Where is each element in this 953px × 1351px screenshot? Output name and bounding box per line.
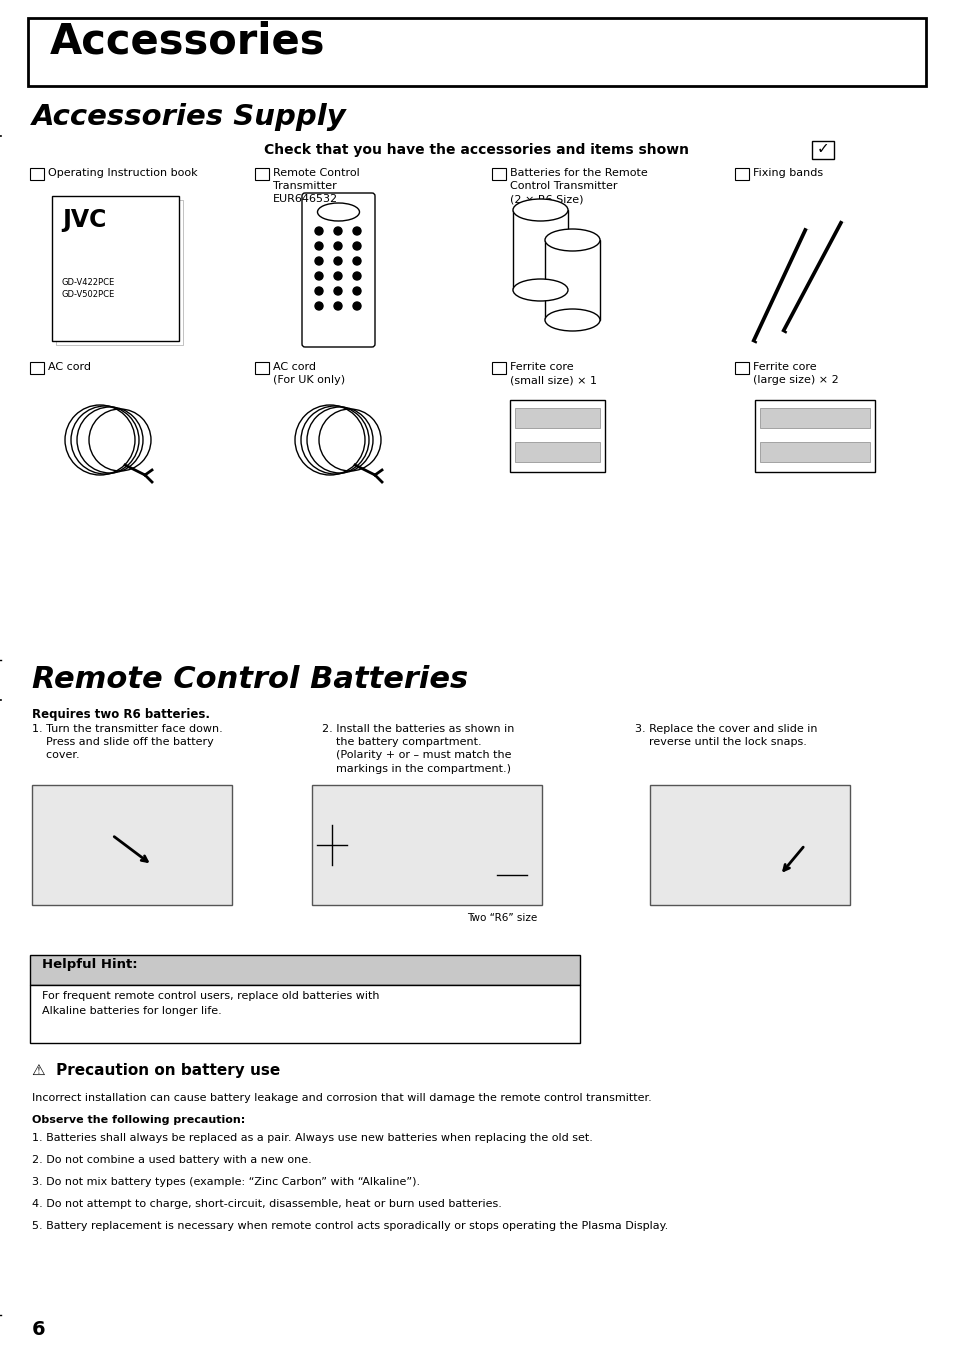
- Text: ✓: ✓: [816, 141, 828, 155]
- FancyBboxPatch shape: [302, 193, 375, 347]
- Text: Remote Control
Transmitter
EUR646532: Remote Control Transmitter EUR646532: [273, 168, 359, 204]
- Bar: [52, 196, 179, 340]
- Circle shape: [314, 257, 323, 265]
- Bar: [515, 408, 599, 428]
- Text: Two “R6” size: Two “R6” size: [467, 913, 537, 923]
- Text: Remote Control Batteries: Remote Control Batteries: [32, 665, 468, 694]
- Text: 1. Turn the transmitter face down.
    Press and slide off the battery
    cover: 1. Turn the transmitter face down. Press…: [32, 724, 222, 761]
- Bar: [30, 985, 579, 1043]
- Bar: [510, 400, 604, 471]
- Text: Batteries for the Remote
Control Transmitter
(2 × R6 Size): Batteries for the Remote Control Transmi…: [510, 168, 647, 204]
- Text: 3. Do not mix battery types (example: “Zinc Carbon” with “Alkaline”).: 3. Do not mix battery types (example: “Z…: [32, 1177, 419, 1188]
- Circle shape: [314, 227, 323, 235]
- Bar: [492, 362, 505, 374]
- Text: Observe the following precaution:: Observe the following precaution:: [32, 1115, 245, 1125]
- Circle shape: [314, 242, 323, 250]
- Text: JVC: JVC: [62, 208, 107, 232]
- Circle shape: [353, 257, 360, 265]
- Bar: [492, 168, 505, 180]
- Bar: [32, 785, 232, 905]
- Text: Helpful Hint:: Helpful Hint:: [42, 958, 137, 971]
- Bar: [254, 168, 269, 180]
- Bar: [30, 955, 579, 985]
- Ellipse shape: [513, 280, 567, 301]
- Text: Accessories: Accessories: [50, 22, 325, 63]
- Circle shape: [334, 286, 341, 295]
- Bar: [515, 442, 599, 462]
- Text: Requires two R6 batteries.: Requires two R6 batteries.: [32, 708, 210, 721]
- Bar: [734, 168, 748, 180]
- Bar: [30, 362, 44, 374]
- Text: 2. Install the batteries as shown in
    the battery compartment.
    (Polarity : 2. Install the batteries as shown in the…: [322, 724, 514, 774]
- Text: 4. Do not attempt to charge, short-circuit, disassemble, heat or burn used batte: 4. Do not attempt to charge, short-circu…: [32, 1198, 501, 1209]
- Text: Fixing bands: Fixing bands: [752, 168, 822, 178]
- Bar: [811, 141, 833, 159]
- Text: Operating Instruction book: Operating Instruction book: [48, 168, 197, 178]
- Circle shape: [353, 242, 360, 250]
- Text: 5. Battery replacement is necessary when remote control acts sporadically or sto: 5. Battery replacement is necessary when…: [32, 1221, 667, 1231]
- Ellipse shape: [544, 309, 599, 331]
- Circle shape: [353, 227, 360, 235]
- Bar: [312, 785, 541, 905]
- Bar: [754, 400, 874, 471]
- Circle shape: [334, 272, 341, 280]
- Text: Accessories Supply: Accessories Supply: [32, 103, 346, 131]
- Text: 3. Replace the cover and slide in
    reverse until the lock snaps.: 3. Replace the cover and slide in revers…: [635, 724, 817, 747]
- Circle shape: [353, 303, 360, 309]
- Text: Ferrite core
(large size) × 2: Ferrite core (large size) × 2: [752, 362, 838, 385]
- Text: Incorrect installation can cause battery leakage and corrosion that will damage : Incorrect installation can cause battery…: [32, 1093, 651, 1102]
- Text: ⚠  Precaution on battery use: ⚠ Precaution on battery use: [32, 1063, 280, 1078]
- Bar: [513, 209, 567, 290]
- Text: 1. Batteries shall always be replaced as a pair. Always use new batteries when r: 1. Batteries shall always be replaced as…: [32, 1133, 592, 1143]
- Bar: [56, 200, 183, 345]
- Bar: [30, 168, 44, 180]
- Bar: [649, 785, 849, 905]
- Bar: [760, 442, 869, 462]
- Text: 6: 6: [32, 1320, 46, 1339]
- Text: AC cord
(For UK only): AC cord (For UK only): [273, 362, 345, 385]
- Circle shape: [353, 286, 360, 295]
- Ellipse shape: [513, 199, 567, 222]
- Bar: [254, 362, 269, 374]
- Circle shape: [314, 272, 323, 280]
- Circle shape: [334, 227, 341, 235]
- Bar: [28, 18, 925, 86]
- Circle shape: [334, 242, 341, 250]
- Bar: [760, 408, 869, 428]
- Circle shape: [314, 303, 323, 309]
- Bar: [734, 362, 748, 374]
- Text: GD-V422PCE
GD-V502PCE: GD-V422PCE GD-V502PCE: [62, 278, 115, 299]
- Circle shape: [334, 257, 341, 265]
- Bar: [544, 240, 599, 320]
- Ellipse shape: [544, 230, 599, 251]
- Circle shape: [353, 272, 360, 280]
- Circle shape: [314, 286, 323, 295]
- Text: Ferrite core
(small size) × 1: Ferrite core (small size) × 1: [510, 362, 597, 385]
- Text: Check that you have the accessories and items shown: Check that you have the accessories and …: [264, 143, 689, 157]
- Text: 2. Do not combine a used battery with a new one.: 2. Do not combine a used battery with a …: [32, 1155, 312, 1165]
- Text: For frequent remote control users, replace old batteries with
Alkaline batteries: For frequent remote control users, repla…: [42, 992, 379, 1016]
- Ellipse shape: [317, 203, 359, 222]
- Text: AC cord: AC cord: [48, 362, 91, 372]
- Circle shape: [334, 303, 341, 309]
